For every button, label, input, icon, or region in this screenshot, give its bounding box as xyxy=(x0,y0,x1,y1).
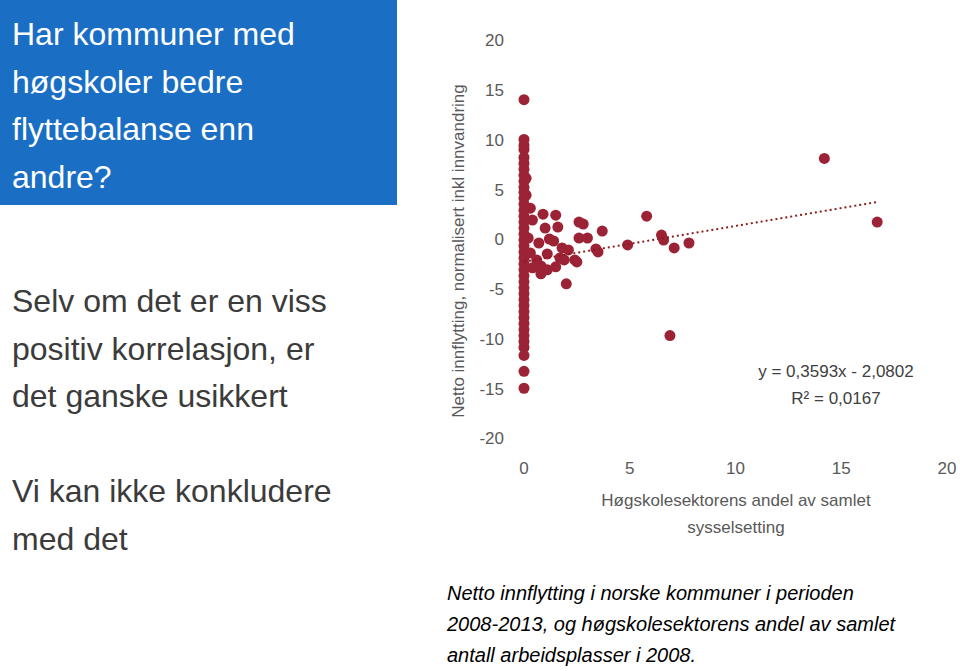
point xyxy=(519,383,530,394)
y-tick-label: -5 xyxy=(489,280,504,299)
caption: 2008-2013, og høgskolesektorens andel av… xyxy=(446,613,897,635)
point xyxy=(669,242,680,253)
point xyxy=(578,219,589,230)
body-text: positiv korrelasjon, er xyxy=(12,331,315,367)
y-tick-label: -15 xyxy=(479,380,504,399)
chart: -20 -15 -10 -5 0 5 10 15 20 0 5 10 15 20 Netto innflyt… xyxy=(449,31,956,537)
title-box xyxy=(0,0,397,205)
point xyxy=(525,203,536,214)
x-tick-label: 0 xyxy=(519,459,528,478)
x-tick-label: 20 xyxy=(938,459,957,478)
body-text: Vi kan ikke konkludere xyxy=(12,473,332,509)
point xyxy=(548,236,559,247)
body-text: Selv om det er en viss xyxy=(12,283,327,319)
point xyxy=(571,256,582,267)
annotation: R² = 0,0167 xyxy=(791,389,880,408)
point xyxy=(641,211,652,222)
point xyxy=(658,235,669,246)
slide-title: flyttebalanse enn xyxy=(12,111,254,147)
point xyxy=(542,248,553,259)
y-tick-label: 0 xyxy=(495,230,504,249)
point xyxy=(872,217,883,228)
point xyxy=(523,233,534,244)
point xyxy=(519,366,530,377)
slide-title: høgskoler bedre xyxy=(12,64,243,100)
y-tick-label: -10 xyxy=(479,330,504,349)
point xyxy=(525,247,536,258)
trendline xyxy=(524,202,877,262)
point xyxy=(597,226,608,237)
y-tick-label: 10 xyxy=(485,131,504,150)
plot-area xyxy=(519,94,883,394)
annotation: y = 0,3593x - 2,0802 xyxy=(758,362,913,381)
point xyxy=(527,215,538,226)
point xyxy=(519,350,530,361)
body-text: det ganske usikkert xyxy=(12,378,288,414)
point xyxy=(540,223,551,234)
slide: Har kommuner med høgskoler bedre flyttebal… xyxy=(0,0,960,671)
point xyxy=(521,173,532,184)
slide-title: Har kommuner med xyxy=(12,16,295,52)
y-axis-title: Netto innflytting, normalisert inkl innv… xyxy=(449,84,468,418)
point xyxy=(550,210,561,221)
y-tick-label: 5 xyxy=(495,181,504,200)
point xyxy=(819,153,830,164)
point xyxy=(521,190,532,201)
point xyxy=(561,278,572,289)
point xyxy=(664,330,675,341)
point xyxy=(552,222,563,233)
x-tick-label: 10 xyxy=(726,459,745,478)
point xyxy=(527,262,538,273)
x-tick-label: 5 xyxy=(625,459,634,478)
point xyxy=(533,237,544,248)
point xyxy=(519,94,530,105)
y-tick-label: -20 xyxy=(479,429,504,448)
point xyxy=(683,237,694,248)
slide-title: andre? xyxy=(12,159,112,195)
x-tick-label: 15 xyxy=(832,459,851,478)
body-text: med det xyxy=(12,521,128,557)
caption: Netto innflytting i norske kommuner i pe… xyxy=(447,582,854,604)
point xyxy=(582,233,593,244)
y-tick-label: 15 xyxy=(485,81,504,100)
x-axis-title: Høgskolesektorens andel av samletsyssels… xyxy=(601,491,871,537)
y-tick-label: 20 xyxy=(485,31,504,50)
caption: antall arbeidsplasser i 2008. xyxy=(447,644,696,666)
point xyxy=(538,209,549,220)
